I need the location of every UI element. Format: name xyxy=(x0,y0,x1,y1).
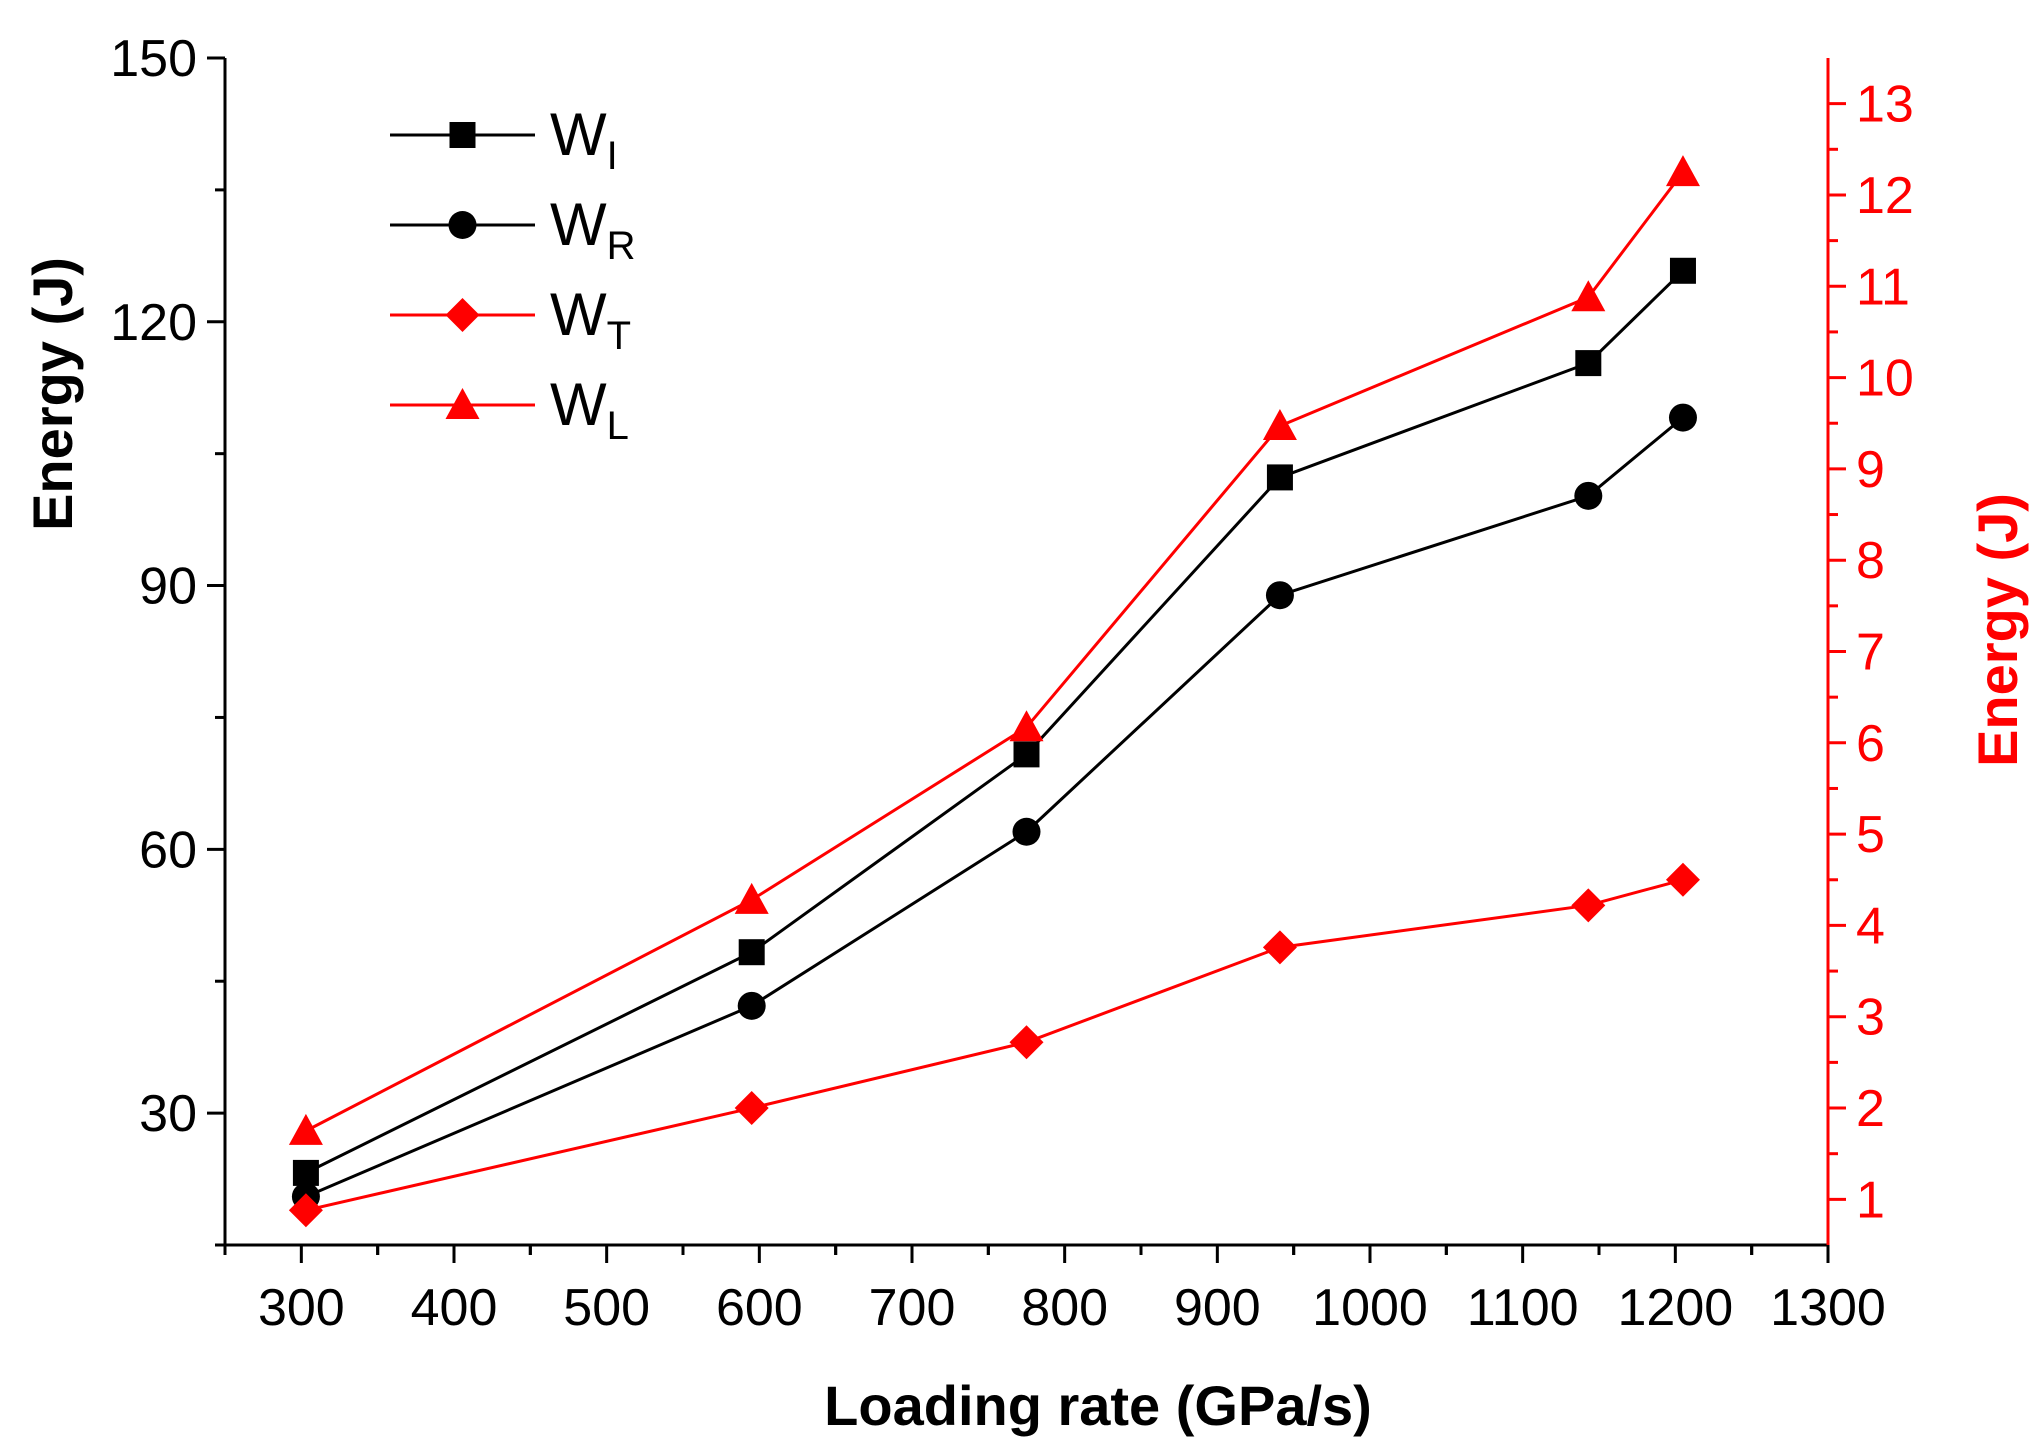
data-point-w-t xyxy=(734,1091,769,1126)
data-point-w-i xyxy=(738,939,765,966)
x-tick-label: 700 xyxy=(869,1279,956,1337)
series-line-w-t xyxy=(305,878,1684,1212)
data-point-w-l xyxy=(1009,710,1044,742)
x-tick-label: 900 xyxy=(1174,1279,1261,1337)
y-right-tick-label: 2 xyxy=(1856,1080,1885,1138)
legend: WI WR WT WL xyxy=(390,101,636,448)
legend-marker-w-t xyxy=(445,298,480,332)
x-tick-label: 600 xyxy=(716,1279,803,1337)
data-point-w-t xyxy=(1262,930,1297,965)
data-point-w-l xyxy=(734,882,769,914)
y-right-tick-label: 12 xyxy=(1856,167,1914,225)
data-point-w-i xyxy=(1266,464,1293,491)
x-axis-title: Loading rate (GPa/s) xyxy=(824,1374,1372,1437)
data-point-w-t xyxy=(1009,1025,1044,1060)
data-point-w-l xyxy=(1665,155,1700,187)
y-right-tick-label: 1 xyxy=(1856,1171,1885,1229)
data-point-w-r xyxy=(1668,403,1697,432)
data-point-w-l xyxy=(1262,408,1297,440)
y-right-tick-label: 7 xyxy=(1856,624,1885,682)
data-point-w-r xyxy=(737,991,766,1020)
legend-label-w-r: WR xyxy=(550,191,636,268)
x-tick-label: 1100 xyxy=(1467,1279,1579,1337)
series-line-w-l xyxy=(305,171,1685,1133)
data-point-w-t xyxy=(288,1193,323,1228)
x-tick-label: 500 xyxy=(563,1279,650,1337)
y-axis-right-title: Energy (J) xyxy=(1966,493,2029,767)
data-point-w-r xyxy=(1012,817,1041,846)
y-axis-left-title: Energy (J) xyxy=(21,257,84,531)
y-left-tick-label: 30 xyxy=(139,1085,197,1143)
y-right-tick-label: 9 xyxy=(1856,441,1885,499)
data-point-w-i xyxy=(1575,350,1602,377)
x-tick-label: 1300 xyxy=(1770,1279,1886,1337)
data-point-w-i xyxy=(292,1159,319,1186)
legend-marker-w-r xyxy=(448,211,477,239)
legend-marker-w-i xyxy=(449,122,476,148)
data-point-w-l xyxy=(288,1113,323,1145)
y-right-tick-label: 13 xyxy=(1856,76,1914,134)
data-point-w-t xyxy=(1571,888,1606,923)
legend-label-w-l: WL xyxy=(550,371,629,448)
y-right-tick-label: 10 xyxy=(1856,350,1914,408)
y-right-tick-label: 8 xyxy=(1856,532,1885,590)
legend-marker-w-l xyxy=(445,388,480,419)
series-line-w-i xyxy=(305,269,1685,1175)
x-tick-label: 800 xyxy=(1021,1279,1108,1337)
y-left-tick-label: 120 xyxy=(110,294,197,352)
legend-label-w-t: WT xyxy=(550,281,631,358)
x-tick-label: 1000 xyxy=(1312,1279,1428,1337)
axes: 300 400 500 600 700 800 900 1000 1100 1200 1300 30 6… xyxy=(110,30,1914,1337)
y-right-tick-label: 11 xyxy=(1856,258,1910,316)
data-point-w-i xyxy=(1013,741,1040,768)
y-left-tick-label: 150 xyxy=(110,30,197,88)
data-point-w-i xyxy=(1669,257,1696,284)
data-point-w-l xyxy=(1571,280,1606,312)
data-point-w-r xyxy=(1265,581,1294,610)
y-right-tick-label: 3 xyxy=(1856,989,1885,1047)
series-line-w-r xyxy=(305,416,1684,1199)
series-layer xyxy=(288,155,1700,1228)
x-tick-label: 400 xyxy=(411,1279,498,1337)
data-point-w-r xyxy=(1574,481,1603,510)
y-left-tick-label: 60 xyxy=(139,821,197,879)
x-tick-label: 1200 xyxy=(1617,1279,1733,1337)
data-point-w-t xyxy=(1665,862,1700,897)
y-right-tick-label: 6 xyxy=(1856,715,1885,773)
legend-label-w-i: WI xyxy=(550,101,618,178)
y-left-tick-label: 90 xyxy=(139,558,197,616)
y-right-tick-label: 4 xyxy=(1856,897,1885,955)
x-tick-label: 300 xyxy=(258,1279,345,1337)
y-right-tick-label: 5 xyxy=(1856,806,1885,864)
